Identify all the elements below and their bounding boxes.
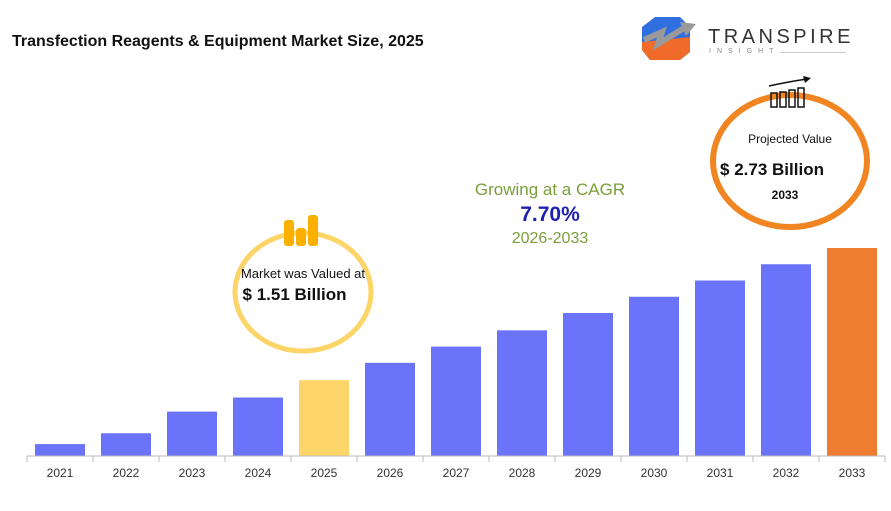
x-tick-label: 2028 [509, 466, 536, 480]
x-tick-label: 2031 [707, 466, 734, 480]
x-tick-label: 2029 [575, 466, 602, 480]
logo-icon [642, 17, 696, 60]
x-tick-label: 2033 [839, 466, 866, 480]
callout-start-label: Market was Valued at [240, 266, 366, 281]
bar-2030 [629, 296, 679, 456]
cagr-period: 2026-2033 [511, 230, 589, 247]
callout-end-ring [710, 92, 870, 230]
bar-2023 [167, 411, 217, 456]
x-tick-label: 2032 [773, 466, 800, 480]
callout-end-label: Projected Value [748, 132, 832, 146]
bar-2028 [497, 330, 547, 456]
logo-divider [780, 52, 846, 53]
bar-2031 [695, 280, 745, 456]
x-tick-label: 2027 [443, 466, 470, 480]
bar-2021 [35, 444, 85, 456]
chart-title: Transfection Reagents & Equipment Market… [12, 33, 424, 50]
bar-2026 [365, 362, 415, 456]
x-tick-label: 2023 [179, 466, 206, 480]
logo-name: TRANSPIRE [708, 26, 854, 48]
x-tick-label: 2025 [311, 466, 338, 480]
bar-2024 [233, 397, 283, 456]
x-tick-label: 2030 [641, 466, 668, 480]
x-tick-label: 2022 [113, 466, 140, 480]
logo-subtitle: INSIGHT [709, 48, 780, 55]
bar-2032 [761, 264, 811, 456]
x-tick-label: 2026 [377, 466, 404, 480]
coin-stacks-icon [284, 215, 318, 246]
bar-2022 [101, 433, 151, 456]
callout-end-value: $ 2.73 Billion [720, 160, 824, 179]
callout-start-value: $ 1.51 Billion [242, 285, 347, 304]
bar-2029 [563, 313, 613, 456]
callout-end-year: 2033 [771, 188, 799, 202]
x-tick-label: 2024 [245, 466, 272, 480]
cagr-value: 7.70% [520, 203, 580, 226]
bar-2027 [431, 346, 481, 456]
x-tick-label: 2021 [47, 466, 74, 480]
bar-growth-icon [768, 76, 811, 108]
bar-2033 [827, 248, 877, 456]
cagr-label: Growing at a CAGR [474, 180, 626, 199]
bar-2025 [299, 380, 349, 456]
